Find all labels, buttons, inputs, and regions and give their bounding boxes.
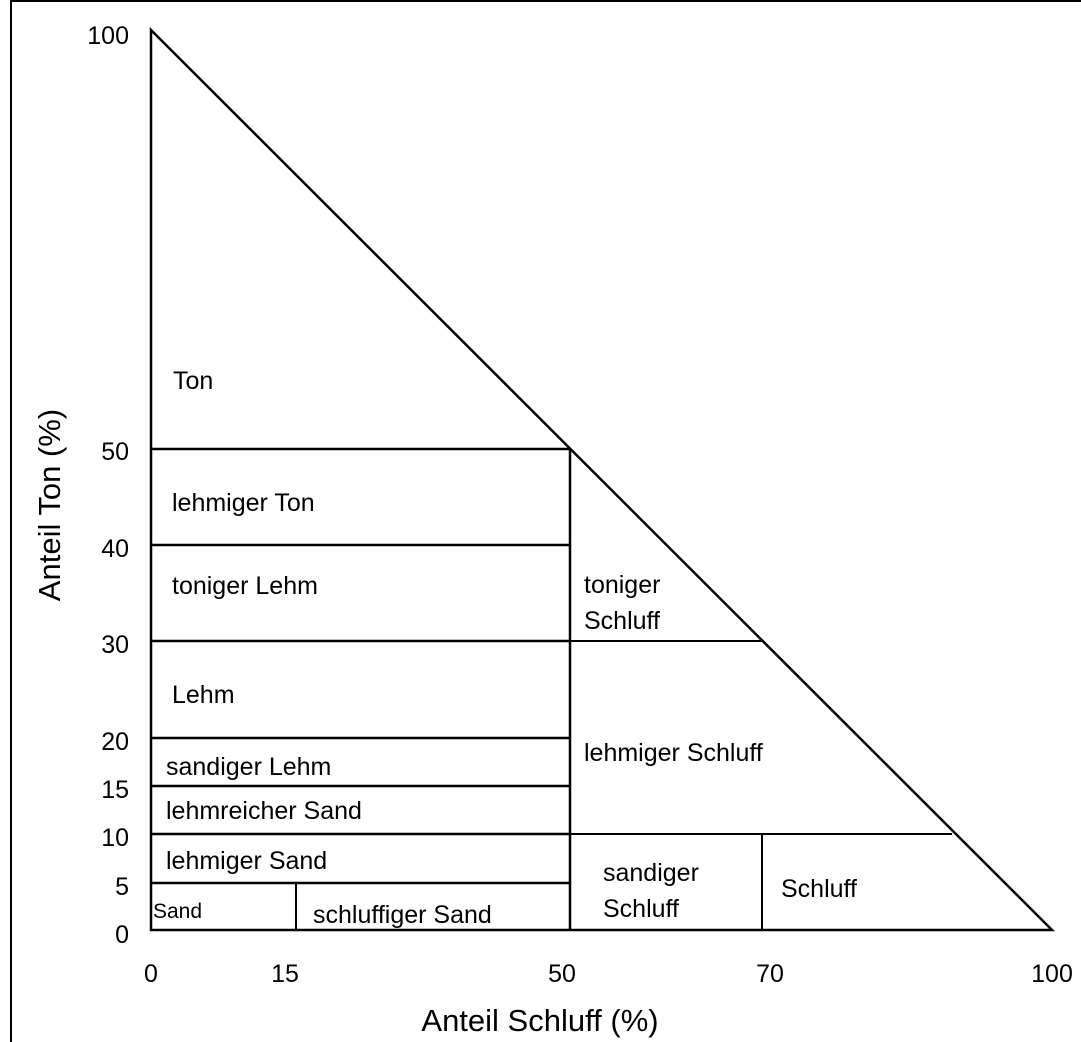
region-label-toniger-schluff-line2: Schluff (584, 607, 660, 635)
region-label-sandiger-schluff-line1: sandiger (603, 859, 699, 887)
y-axis-title: Anteil Ton (%) (32, 409, 67, 601)
region-label-lehmiger-sand: lehmiger Sand (166, 847, 327, 875)
y-tick-label: 100 (87, 22, 129, 50)
x-tick-label: 70 (756, 960, 784, 988)
x-tick-label: 100 (1031, 960, 1073, 988)
region-label-sandiger-lehm: sandiger Lehm (166, 753, 331, 781)
triangle-outline (149, 26, 1056, 932)
region-label-sand: Sand (153, 900, 202, 923)
region-label-ton: Ton (173, 367, 213, 395)
y-tick-label: 5 (115, 873, 129, 901)
region-label-schluff: Schluff (781, 875, 857, 903)
region-label-lehmiger-ton: lehmiger Ton (172, 489, 315, 517)
region-label-lehmreicher-sand: lehmreicher Sand (166, 797, 362, 825)
y-tick-label: 0 (115, 921, 129, 949)
y-tick-label: 50 (101, 438, 129, 466)
region-label-sandiger-schluff-line2: Schluff (603, 895, 679, 923)
region-label-schluffiger-sand: schluffiger Sand (313, 901, 492, 929)
x-tick-label: 50 (548, 960, 576, 988)
x-axis-title: Anteil Schluff (%) (421, 1003, 658, 1038)
figure-frame (10, 0, 1081, 1042)
y-tick-label: 20 (101, 728, 129, 756)
region-label-toniger-lehm: toniger Lehm (172, 572, 318, 600)
y-tick-label: 40 (101, 535, 129, 563)
y-tick-label: 30 (101, 631, 129, 659)
region-label-lehm: Lehm (172, 681, 235, 709)
y-tick-label: 15 (101, 776, 129, 804)
x-tick-label: 15 (271, 960, 299, 988)
region-label-lehmiger-schluff: lehmiger Schluff (584, 739, 763, 767)
y-tick-label: 10 (101, 824, 129, 852)
x-tick-label: 0 (144, 960, 158, 988)
region-label-toniger-schluff-line1: toniger (584, 571, 660, 599)
